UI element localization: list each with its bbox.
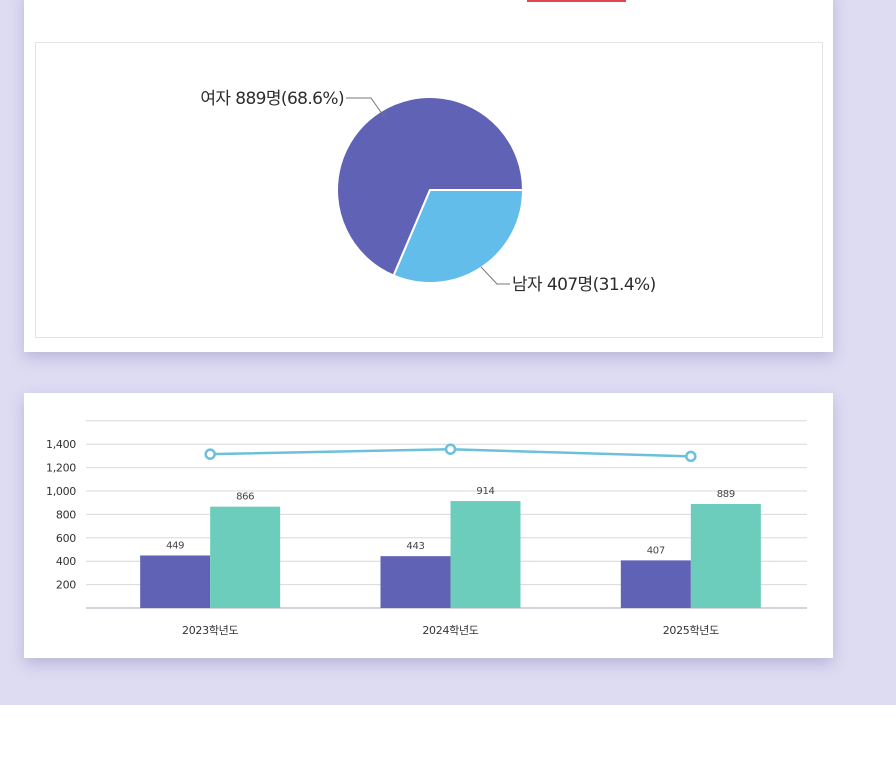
pie-slice-female xyxy=(336,96,525,277)
y-tick-label: 1,000 xyxy=(46,485,76,498)
leader-line-male xyxy=(480,266,510,285)
bar-value-label: 889 xyxy=(717,489,735,500)
x-category-label: 2024학년도 xyxy=(422,624,478,637)
line-point xyxy=(685,450,697,463)
bar-value-label: 914 xyxy=(476,486,494,497)
bar-value-label: 407 xyxy=(647,545,665,556)
line-point xyxy=(204,448,216,460)
pie-chart-frame xyxy=(35,42,823,338)
x-category-label: 2023학년도 xyxy=(182,624,238,637)
y-tick-label: 800 xyxy=(56,508,76,521)
pie-label-male: 남자 407명(31.4%) xyxy=(512,275,656,295)
y-tick-label: 600 xyxy=(56,532,76,545)
leader-line-female xyxy=(346,97,386,119)
bar xyxy=(210,506,281,608)
bar xyxy=(690,503,761,608)
bar-value-label: 443 xyxy=(406,541,424,552)
y-tick-label: 1,400 xyxy=(46,438,76,451)
bar xyxy=(620,560,691,608)
x-category-label: 2025학년도 xyxy=(663,624,719,637)
y-tick-label: 200 xyxy=(56,579,76,592)
y-tick-label: 1,200 xyxy=(46,462,76,475)
active-tab-indicator xyxy=(527,0,626,2)
bar xyxy=(140,555,211,608)
bar-value-label: 866 xyxy=(236,492,254,503)
y-tick-label: 400 xyxy=(56,555,76,568)
line-point xyxy=(444,443,457,455)
bar xyxy=(450,501,521,608)
bar-value-label: 449 xyxy=(166,540,184,551)
bar xyxy=(380,556,451,608)
pie-label-female: 여자 889명(68.6%) xyxy=(200,89,344,109)
